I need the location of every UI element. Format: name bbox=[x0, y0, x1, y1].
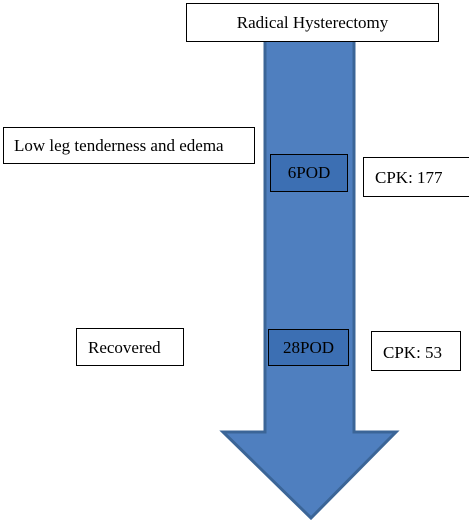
lab-box-28pod: CPK: 53 bbox=[371, 331, 461, 371]
pod-label-28pod: 28POD bbox=[282, 338, 334, 357]
finding-text-6pod: Low leg tenderness and edema bbox=[14, 136, 224, 155]
procedure-title: Radical Hysterectomy bbox=[236, 13, 389, 32]
lab-value-6pod: CPK: 177 bbox=[375, 168, 443, 187]
lab-box-6pod: CPK: 177 bbox=[363, 157, 469, 197]
finding-box-6pod: Low leg tenderness and edema bbox=[3, 127, 255, 164]
finding-box-28pod: Recovered bbox=[76, 328, 184, 366]
down-arrow-icon bbox=[219, 31, 400, 520]
procedure-title-box: Radical Hysterectomy bbox=[186, 3, 439, 42]
lab-value-28pod: CPK: 53 bbox=[383, 343, 443, 362]
pod-box-28pod: 28POD bbox=[268, 329, 349, 366]
pod-box-6pod: 6POD bbox=[270, 154, 348, 192]
pod-label-6pod: 6POD bbox=[287, 163, 331, 182]
finding-text-28pod: Recovered bbox=[88, 338, 161, 357]
